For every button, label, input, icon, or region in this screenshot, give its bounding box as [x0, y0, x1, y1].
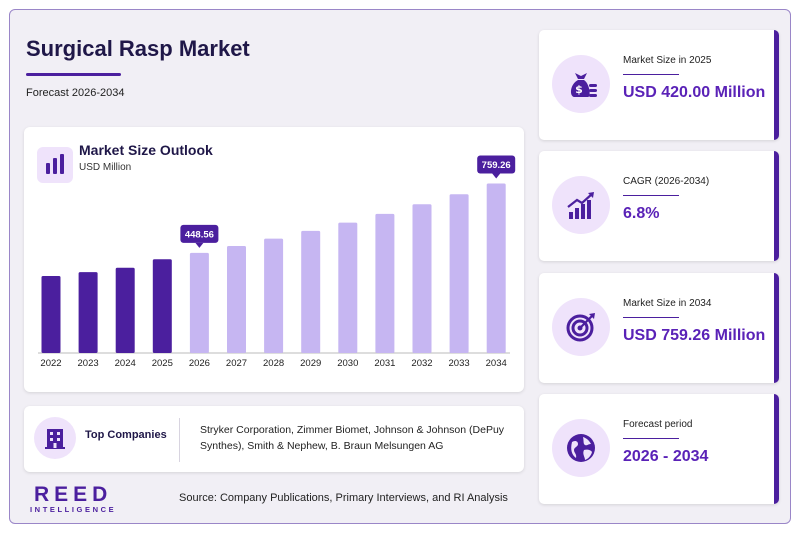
bar-2030	[338, 222, 358, 353]
source-note: Source: Company Publications, Primary In…	[179, 492, 508, 504]
x-tick-label: 2030	[337, 358, 358, 369]
x-tick-label: 2032	[411, 358, 432, 369]
bar-chart-icon	[37, 147, 73, 183]
data-label-2034: 759.26	[482, 160, 511, 171]
title-underline	[26, 73, 121, 76]
money-bag-icon: $	[552, 55, 610, 113]
chart-card: Market Size Outlook USD Million 2022 2023…	[24, 127, 524, 392]
x-tick-label: 2034	[486, 358, 507, 369]
x-tick-label: 2033	[449, 358, 470, 369]
x-tick-label: 2022	[40, 358, 61, 369]
x-tick-label: 2024	[115, 358, 136, 369]
x-tick-label: 2023	[78, 358, 99, 369]
divider	[179, 418, 180, 462]
growth-chart-icon	[552, 176, 610, 234]
bar-2031	[375, 213, 395, 353]
x-tick-label: 2025	[152, 358, 173, 369]
bar-2028	[264, 238, 284, 353]
x-tick-label: 2026	[189, 358, 210, 369]
stat-rule	[623, 74, 679, 75]
bar-2027	[227, 246, 246, 353]
x-tick-label: 2029	[300, 358, 321, 369]
chart-unit: USD Million	[79, 162, 132, 173]
stat-value: 2026 - 2034	[623, 448, 709, 465]
stat-rule	[623, 317, 679, 318]
callout-box-2034	[477, 155, 516, 174]
bar-2032	[412, 204, 432, 353]
stat-value: USD 420.00 Million	[623, 84, 766, 101]
chart-title: Market Size Outlook	[79, 142, 213, 158]
stat-card-cagr: CAGR (2026-2034) 6.8%	[539, 151, 779, 261]
globe-icon	[552, 419, 610, 477]
bar-2024	[115, 267, 135, 353]
bar-2034	[486, 183, 506, 353]
stat-label: CAGR (2026-2034)	[623, 176, 710, 187]
stat-value: 6.8%	[623, 205, 660, 222]
top-companies-list: Stryker Corporation, Zimmer Biomet, John…	[200, 424, 505, 452]
bar-chart: 2022 2023 2024 2025 2026 2027 2028 2029 2030 2031…	[38, 155, 516, 369]
callout-pointer	[492, 173, 501, 179]
data-label-2026: 448.56	[185, 229, 214, 240]
building-icon	[34, 417, 76, 459]
bar-2029	[301, 230, 321, 353]
page-title: Surgical Rasp Market	[26, 36, 250, 61]
callout-pointer	[195, 242, 204, 248]
stat-card-market-2025: $ Market Size in 2025 USD 420.00 Million	[539, 30, 779, 140]
page-subtitle: Forecast 2026-2034	[26, 87, 125, 99]
stat-label: Market Size in 2025	[623, 55, 712, 66]
top-companies-label: Top Companies	[85, 429, 167, 441]
x-tick-label: 2028	[263, 358, 284, 369]
top-companies-card: Top Companies Stryker Corporation, Zimme…	[24, 406, 524, 472]
callout-box-2026	[180, 224, 219, 243]
stat-rule	[623, 195, 679, 196]
stat-card-forecast-period: Forecast period 2026 - 2034	[539, 394, 779, 504]
stat-label: Market Size in 2034	[623, 298, 712, 309]
svg-text:$: $	[575, 83, 583, 96]
x-tick-label: 2027	[226, 358, 247, 369]
bar-2026	[189, 252, 209, 353]
stat-label: Forecast period	[623, 419, 693, 430]
brand-logo-subtitle: INTELLIGENCE	[30, 505, 117, 514]
bar-2022	[41, 275, 61, 353]
target-icon	[552, 298, 610, 356]
stat-value: USD 759.26 Million	[623, 327, 766, 344]
stat-rule	[623, 438, 679, 439]
bar-2033	[449, 194, 469, 353]
stat-card-market-2034: Market Size in 2034 USD 759.26 Million	[539, 273, 779, 383]
brand-logo: REED	[34, 483, 113, 506]
x-tick-label: 2031	[374, 358, 395, 369]
bar-2025	[152, 259, 172, 353]
bar-2023	[78, 272, 98, 353]
